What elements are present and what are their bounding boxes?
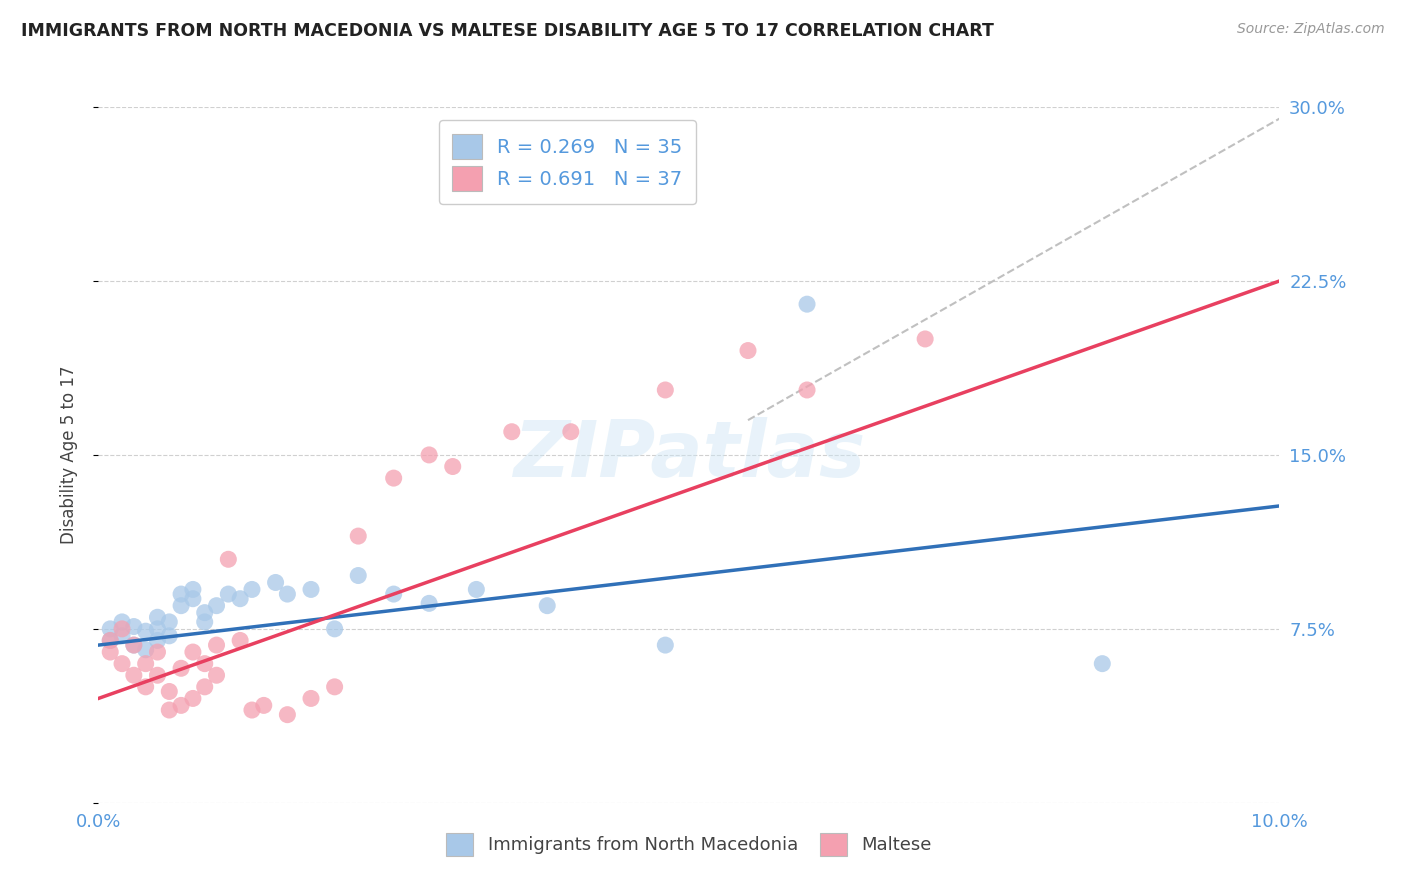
Point [382,471,405,485]
Point [135,680,157,694]
Point [194,606,217,620]
Point [170,661,193,675]
Point [347,568,370,582]
Point [111,657,134,671]
Point [146,610,169,624]
Point [122,638,145,652]
Point [1091,657,1114,671]
Point [914,332,936,346]
Point [323,622,346,636]
Point [323,680,346,694]
Point [240,703,263,717]
Point [157,684,180,698]
Point [98,633,121,648]
Point [501,425,523,439]
Point [194,615,217,629]
Point [181,591,204,606]
Point [146,622,169,636]
Point [111,622,134,636]
Point [382,587,405,601]
Point [181,582,204,597]
Point [536,599,558,613]
Point [135,642,157,657]
Point [560,425,582,439]
Point [253,698,276,713]
Point [111,615,134,629]
Point [135,624,157,639]
Point [205,668,228,682]
Point [135,657,157,671]
Point [157,615,180,629]
Point [654,638,676,652]
Point [276,707,298,722]
Point [465,582,488,597]
Point [264,575,287,590]
Point [170,599,193,613]
Point [146,645,169,659]
Point [205,638,228,652]
Point [122,638,145,652]
Point [170,698,193,713]
Point [98,622,121,636]
Point [441,459,464,474]
Text: ZIPatlas: ZIPatlas [513,417,865,493]
Point [98,633,121,648]
Point [796,383,818,397]
Point [170,587,193,601]
Point [181,645,204,659]
Point [240,582,263,597]
Point [157,629,180,643]
Point [157,703,180,717]
Point [146,668,169,682]
Point [146,633,169,648]
Point [111,629,134,643]
Point [347,529,370,543]
Point [122,619,145,633]
Point [98,645,121,659]
Point [796,297,818,311]
Point [217,552,239,566]
Point [194,680,217,694]
Y-axis label: Disability Age 5 to 17: Disability Age 5 to 17 [59,366,77,544]
Point [276,587,298,601]
Point [181,691,204,706]
Point [737,343,759,358]
Point [229,591,252,606]
Point [205,599,228,613]
Point [299,582,322,597]
Text: Source: ZipAtlas.com: Source: ZipAtlas.com [1237,22,1385,37]
Point [122,668,145,682]
Legend: Immigrants from North Macedonia, Maltese: Immigrants from North Macedonia, Maltese [439,826,939,863]
Point [418,596,440,610]
Text: IMMIGRANTS FROM NORTH MACEDONIA VS MALTESE DISABILITY AGE 5 TO 17 CORRELATION CH: IMMIGRANTS FROM NORTH MACEDONIA VS MALTE… [21,22,994,40]
Point [194,657,217,671]
Point [217,587,239,601]
Point [418,448,440,462]
Point [299,691,322,706]
Point [654,383,676,397]
Point [229,633,252,648]
